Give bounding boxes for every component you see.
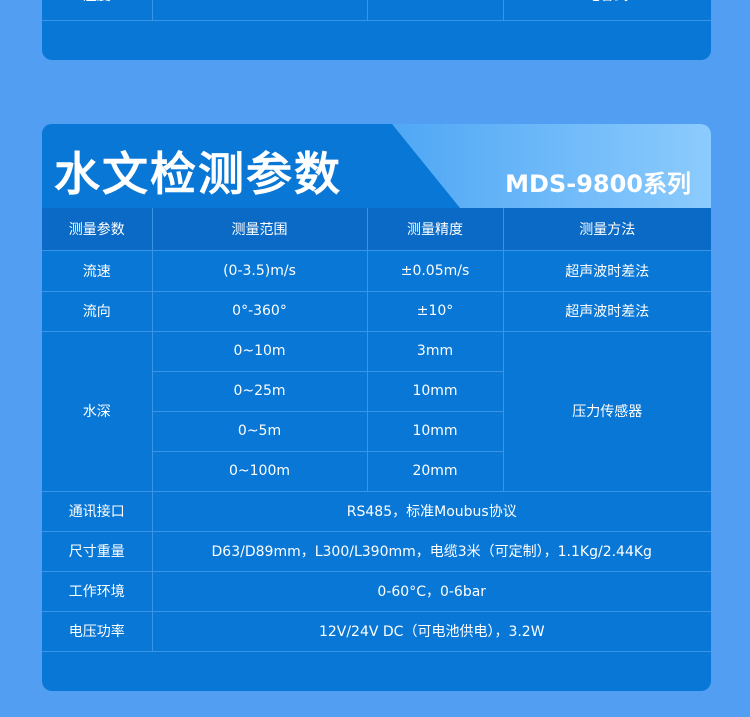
section-header: 水文检测参数 MDS-9800系列 (42, 124, 711, 208)
cell: 超声波时差法 (502, 290, 711, 332)
table-row: 0~100m 20mm (42, 450, 711, 492)
cell: 0~10m (151, 330, 368, 372)
header-cell: 测量精度 (366, 208, 504, 251)
cell: 通讯接口 (42, 490, 153, 532)
cell: 压力传感器 (502, 330, 711, 492)
header-cell: 测量参数 (42, 208, 153, 251)
table-header-row: 测量参数 测量范围 测量精度 测量方法 (42, 208, 711, 251)
table-row: 通讯接口 RS485，标准Moubus协议 (42, 490, 711, 532)
cell: ±0.05m/s (366, 249, 504, 292)
cell: 超声波时差法 (502, 249, 711, 292)
table-row: 0~5m 10mm (42, 410, 711, 452)
cell: 尺寸重量 (42, 530, 153, 572)
table-row: 电压功率 12V/24V DC（可电池供电），3.2W (42, 610, 711, 652)
spec-table: 测量参数 测量范围 测量精度 测量方法 流速 (0-3.5)m/s ±0.05m… (42, 208, 711, 652)
cell: D63/D89mm，L300/L390mm，电缆3米（可定制），1.1Kg/2.… (151, 530, 711, 572)
section-title: 水文检测参数 (54, 147, 342, 201)
cell: RS485，标准Moubus协议 (151, 490, 711, 532)
cell: 流向 (42, 290, 153, 332)
cell: 10mm (366, 410, 503, 452)
table-row: 流向 0°-360° ±10° 超声波时差法 (42, 290, 711, 332)
cell: (0-3.5)m/s (151, 249, 368, 292)
series-label: MDS-9800系列 (505, 170, 691, 198)
previous-spec-table: 湿度 0%-100%RH ±3%RH 电容式 (42, 0, 711, 21)
hydrology-spec-card: 水文检测参数 MDS-9800系列 测量参数 测量范围 测量精度 测量方法 流速… (42, 124, 711, 691)
cell: 20mm (366, 450, 503, 492)
table-row: 流速 (0-3.5)m/s ±0.05m/s 超声波时差法 (42, 249, 711, 292)
cell: 0~100m (152, 450, 368, 492)
cell: 电容式 (502, 0, 711, 21)
cell: 12V/24V DC（可电池供电），3.2W (151, 610, 711, 652)
cell: 0~5m (152, 410, 368, 452)
table-row: 工作环境 0-60°C，0-6bar (42, 570, 711, 612)
cell: ±10° (366, 290, 504, 332)
cell: 流速 (42, 249, 153, 292)
header-cell: 测量范围 (151, 208, 368, 251)
cell: ±3%RH (366, 0, 504, 21)
previous-spec-card: 湿度 0%-100%RH ±3%RH 电容式 (42, 0, 711, 60)
table-row: 尺寸重量 D63/D89mm，L300/L390mm，电缆3米（可定制），1.1… (42, 530, 711, 572)
cell: 10mm (366, 370, 503, 412)
cell: 3mm (366, 330, 504, 372)
cell: 水深 (42, 330, 153, 492)
table-row: 水深 0~10m 3mm 压力传感器 (42, 330, 711, 492)
cell: 电压功率 (42, 610, 153, 652)
header-cell: 测量方法 (502, 208, 711, 251)
table-row: 湿度 0%-100%RH ±3%RH 电容式 (42, 0, 711, 21)
cell: 0~25m (152, 370, 368, 412)
table-row: 0~25m 10mm (42, 370, 711, 412)
cell: 工作环境 (42, 570, 153, 612)
cell: 0%-100%RH (151, 0, 368, 21)
cell: 0°-360° (151, 290, 368, 332)
cell: 0-60°C，0-6bar (151, 570, 711, 612)
cell: 湿度 (42, 0, 153, 21)
